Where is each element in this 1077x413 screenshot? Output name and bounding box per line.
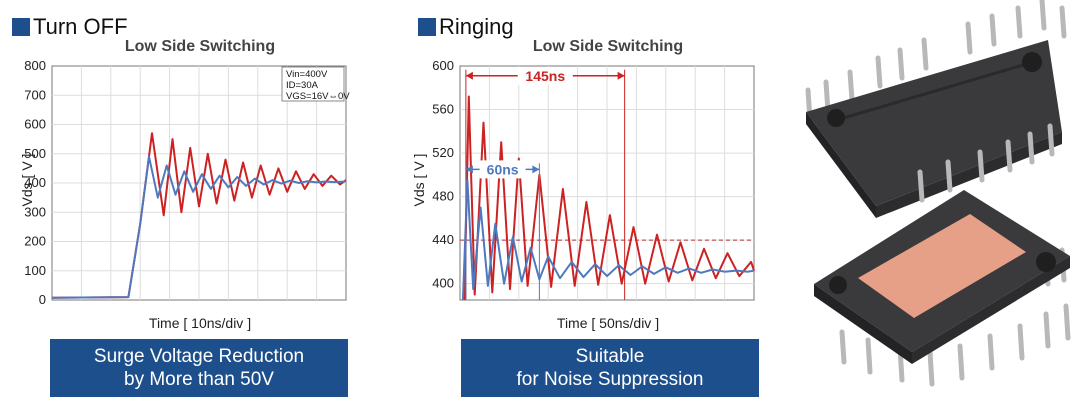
module-bottom-hole-left bbox=[829, 276, 847, 294]
c2-arrowhead-right-1 bbox=[532, 165, 540, 174]
module-copper-pad bbox=[858, 214, 1026, 318]
chart1-legend-rect bbox=[281, 66, 345, 102]
chart2-series bbox=[461, 95, 755, 301]
heading-ringing: Ringing bbox=[418, 14, 514, 40]
c2-annotation-label-1: 60ns bbox=[487, 161, 519, 177]
chart1-annotation-3: VGS=16V⇔0V bbox=[286, 91, 350, 102]
heading-square-icon bbox=[12, 18, 30, 36]
c1-series-line-1 bbox=[51, 155, 347, 299]
c2-arrowhead-right-0 bbox=[617, 71, 625, 80]
heading-ringing-text: Ringing bbox=[439, 14, 514, 39]
c2-series-line-0 bbox=[463, 95, 755, 301]
module-top-pins bbox=[805, 0, 1067, 123]
c1-series-line-0 bbox=[51, 132, 347, 299]
c1-ytick-label: 600 bbox=[24, 117, 46, 132]
module-top-groove bbox=[829, 58, 1041, 124]
chart1-legend-box: Vin=400V ID=30A VGS=16V⇔0V bbox=[281, 66, 350, 102]
module-top-body bbox=[806, 40, 1062, 206]
chart2-y-ticks: 400 440 480 520 560 600 bbox=[432, 58, 454, 291]
module-top-hole-left bbox=[827, 109, 845, 127]
chart2-title: Low Side Switching bbox=[532, 38, 684, 55]
module-top-lower-pins bbox=[917, 123, 1055, 203]
c2-ytick-label: 400 bbox=[432, 276, 454, 291]
heading-turn-off-text: Turn OFF bbox=[33, 14, 128, 39]
chart1-annotation-1: Vin=400V bbox=[286, 69, 328, 80]
c1-ytick-label: 100 bbox=[24, 263, 46, 278]
chart1-xlabel: Time [ 10ns/div ] bbox=[148, 315, 252, 331]
c1-ytick-label: 500 bbox=[24, 146, 46, 161]
banner2-line2: for Noise Suppression bbox=[516, 369, 704, 390]
banner1-line2: by More than 50V bbox=[124, 369, 274, 390]
c1-ytick-label: 700 bbox=[24, 87, 46, 102]
c2-arrowhead-left-1 bbox=[465, 165, 473, 174]
banner1-line1: Surge Voltage Reduction bbox=[93, 346, 305, 367]
banner2-line1: Suitable bbox=[575, 346, 645, 367]
c2-annotation-label-bg-1 bbox=[479, 160, 526, 179]
c2-ytick-label: 520 bbox=[432, 145, 454, 160]
chart2-xlabel: Time [ 50ns/div ] bbox=[556, 315, 660, 331]
banner-noise-suppression: Suitable for Noise Suppression bbox=[461, 339, 759, 397]
heading-square-icon bbox=[418, 18, 436, 36]
chart1-series bbox=[51, 132, 347, 299]
module-bottom-side2 bbox=[912, 256, 1070, 364]
module-bottom-hole-right bbox=[1036, 252, 1056, 272]
c1-ytick-label: 800 bbox=[24, 58, 46, 73]
c2-ytick-label: 600 bbox=[432, 58, 454, 73]
chart1-annotation-2: ID=30A bbox=[286, 80, 319, 91]
c2-ytick-label: 440 bbox=[432, 232, 454, 247]
chart1-y-ticks: 0 100 200 300 400 500 600 700 800 bbox=[24, 58, 46, 307]
chart1-title: Low Side Switching bbox=[124, 38, 276, 55]
chart2-annotations: 145ns 60ns bbox=[465, 66, 626, 300]
c2-annotation-label-bg-0 bbox=[517, 66, 573, 85]
module-top-side bbox=[806, 112, 876, 218]
c1-ytick-label: 0 bbox=[39, 292, 46, 307]
heading-turn-off: Turn OFF bbox=[12, 14, 128, 40]
c2-annotation-label-0: 145ns bbox=[525, 68, 565, 84]
module-bottom-side bbox=[814, 284, 912, 364]
module-top-hole-right bbox=[1022, 52, 1042, 72]
c2-series-line-1 bbox=[461, 179, 755, 301]
c2-ytick-label: 560 bbox=[432, 102, 454, 117]
c1-ytick-label: 200 bbox=[24, 234, 46, 249]
c2-arrowhead-left-0 bbox=[465, 71, 473, 80]
c2-ytick-label: 480 bbox=[432, 189, 454, 204]
c1-ytick-label: 300 bbox=[24, 204, 46, 219]
banner-surge-reduction: Surge Voltage Reduction by More than 50V bbox=[50, 339, 348, 397]
c1-ytick-label: 400 bbox=[24, 175, 46, 190]
